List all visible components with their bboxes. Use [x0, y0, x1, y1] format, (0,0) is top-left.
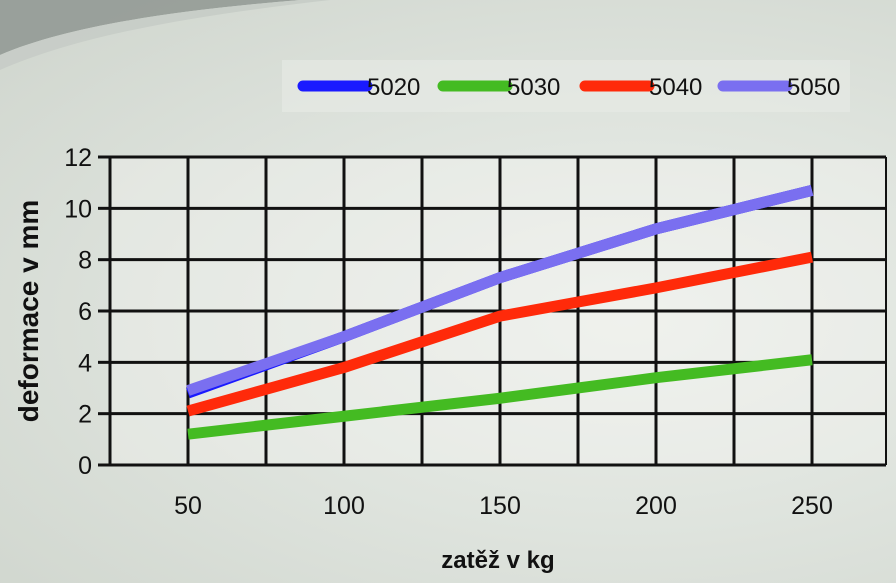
- y-tick-label: 10: [64, 195, 92, 223]
- series-line-5030: [187, 354, 813, 440]
- y-tick-label: 2: [78, 401, 92, 429]
- legend-label-5020: 5020: [367, 74, 420, 101]
- x-axis-label: zatěž v kg: [441, 547, 554, 574]
- series-line-5050: [186, 185, 814, 396]
- y-tick-labels: 0 2 4 6 8 10 12: [64, 144, 92, 480]
- x-tick-label: 50: [174, 492, 202, 520]
- axes: [108, 157, 887, 467]
- y-tick-label: 6: [78, 298, 92, 326]
- legend-label-5030: 5030: [507, 74, 560, 101]
- y-tick-label: 4: [78, 349, 92, 377]
- y-tick-label: 0: [78, 452, 92, 480]
- x-tick-label: 250: [791, 492, 833, 520]
- x-tick-label: 200: [635, 492, 677, 520]
- x-tick-labels: 50 100 150 200 250: [174, 492, 833, 520]
- y-tick-label: 12: [64, 144, 92, 172]
- y-axis-label: deformace v mm: [13, 200, 44, 423]
- legend-label-5050: 5050: [787, 74, 840, 101]
- legend: 5020 5030 5040 5050: [282, 60, 850, 112]
- x-tick-label: 150: [479, 492, 521, 520]
- legend-label-5040: 5040: [649, 74, 702, 101]
- y-tick-label: 8: [78, 247, 92, 275]
- x-tick-label: 100: [323, 492, 365, 520]
- series-lines: [186, 185, 814, 440]
- series-line-5040: [186, 251, 814, 417]
